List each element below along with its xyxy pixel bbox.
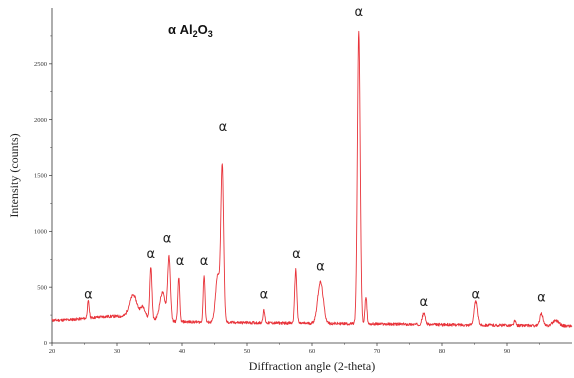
axes: 20 30 40 50 60 70 80 90 0 500 1000 1500 2000 2500 <box>34 8 572 355</box>
chart-title: α Al2O3 <box>168 22 213 39</box>
chart-title-sub1: 2 <box>193 29 198 39</box>
peak-label-alpha: α <box>260 287 269 302</box>
y-tick-label: 1000 <box>34 229 47 236</box>
x-tick-label: 90 <box>504 348 511 355</box>
plot-area <box>51 30 573 328</box>
peak-label-alpha: α <box>200 254 209 269</box>
y-tick-label: 2000 <box>34 117 47 124</box>
peak-label-alpha: α <box>472 287 481 302</box>
x-tick-label: 20 <box>49 348 56 355</box>
chart-title-mid: O <box>198 22 208 37</box>
peak-label-alpha: α <box>176 254 185 269</box>
peak-label-alpha: α <box>537 291 546 306</box>
diffraction-trace <box>51 30 573 328</box>
chart-title-prefix: α Al <box>168 22 193 37</box>
peak-label-alpha: α <box>84 287 93 302</box>
chart-title-sub2: 3 <box>208 29 213 39</box>
peak-label-alpha: α <box>147 247 156 262</box>
peak-label-alpha: α <box>292 247 301 262</box>
x-tick-label: 40 <box>179 348 186 355</box>
peak-label-alpha: α <box>316 259 325 274</box>
x-tick-label: 80 <box>439 348 446 355</box>
x-tick-label: 30 <box>114 348 121 355</box>
x-tick-label: 50 <box>244 348 251 355</box>
x-axis-label: Diffraction angle (2-theta) <box>249 359 375 373</box>
peak-label-alpha: α <box>163 232 172 247</box>
y-tick-label: 2500 <box>34 61 47 68</box>
peak-label-alpha: α <box>355 5 364 20</box>
y-tick-label: 1500 <box>34 173 47 180</box>
x-tick-label: 60 <box>309 348 316 355</box>
y-axis-label: Intensity (counts) <box>7 133 21 217</box>
peak-label-alpha: α <box>219 120 228 135</box>
peak-label-alpha: α <box>420 295 429 310</box>
x-tick-label: 70 <box>374 348 381 355</box>
y-tick-label: 500 <box>37 284 47 291</box>
y-tick-label: 0 <box>44 340 47 347</box>
